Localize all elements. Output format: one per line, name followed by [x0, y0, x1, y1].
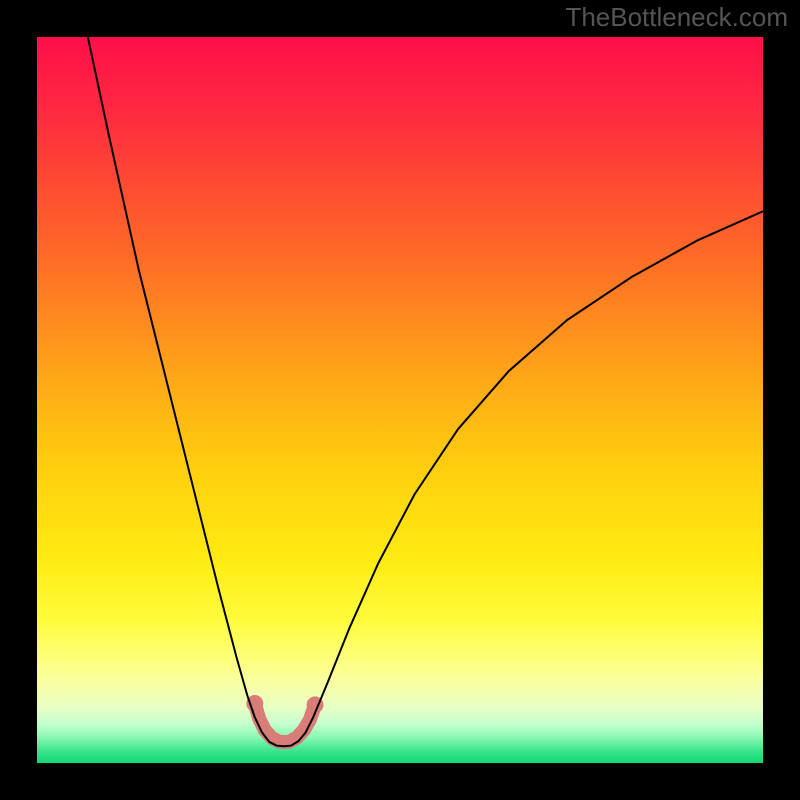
plot-area: [37, 37, 763, 763]
bottleneck-chart: [37, 37, 763, 763]
watermark-text: TheBottleneck.com: [565, 2, 788, 33]
gradient-background: [37, 37, 763, 763]
stage: TheBottleneck.com: [0, 0, 800, 800]
